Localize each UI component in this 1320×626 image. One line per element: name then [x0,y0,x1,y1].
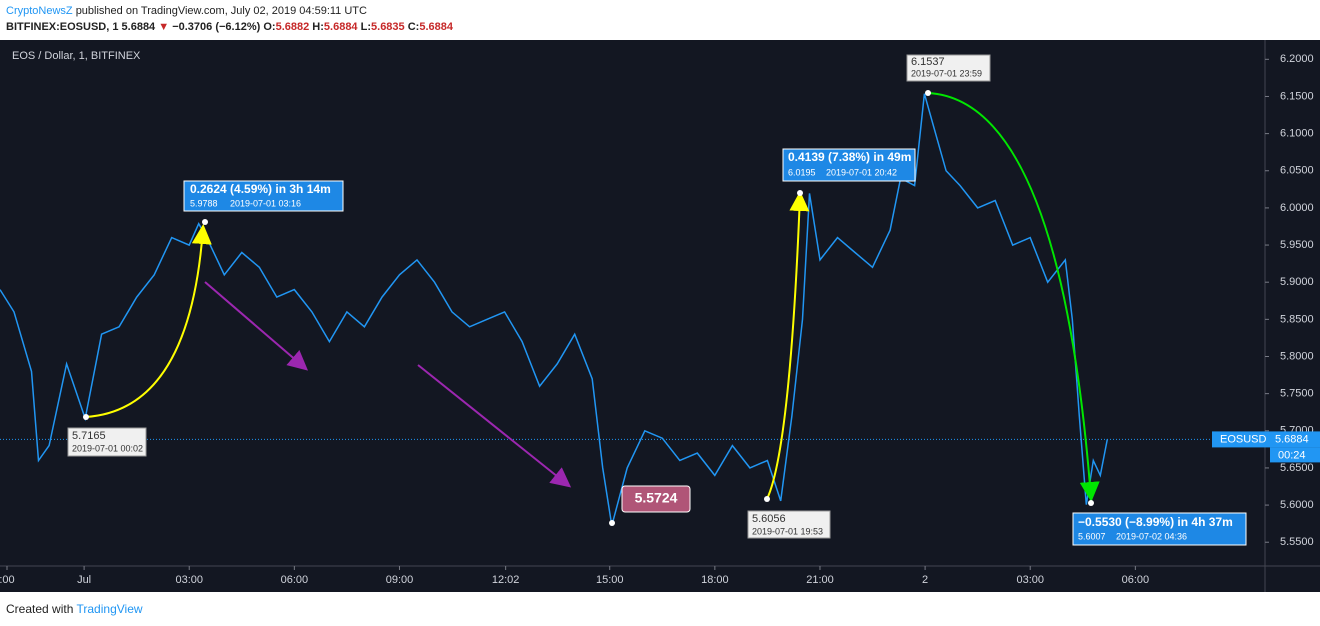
c-label: C: [407,21,420,33]
trend-arrow [204,281,309,371]
curve [927,92,1100,502]
curve [766,191,810,500]
y-tick-label: 6.2000 [1280,53,1314,65]
legend: EOS / Dollar, 1, BITFINEX [12,50,141,62]
annotation: 0.2624 (4.59%) in 3h 14m 5.9788 2019-07-… [183,180,344,225]
annotation-value: 5.9788 [190,198,218,208]
c: 5.6884 [419,21,453,33]
point [764,496,770,502]
annotation-box [1072,512,1247,546]
y-tick-label: 5.8500 [1280,313,1314,325]
x-tick-label: 15:00 [596,574,624,586]
o: 5.6882 [275,21,310,33]
annotation-box [621,485,691,513]
annotation-box [183,180,344,212]
price-badge-value: 5.6884 [1275,433,1309,445]
annotation: 0.4139 (7.38%) in 49m 6.0195 2019-07-01 … [782,148,916,196]
countdown-badge [1270,447,1320,463]
point [797,190,803,196]
footer-text: Created with [6,602,74,616]
footer: Created with TradingView [6,602,143,616]
l-label: L: [360,21,372,33]
price-badge-name: EOSUSD [1220,433,1267,445]
x-tick-label: 03:00 [175,574,203,586]
x-tick-label: 06:00 [1122,574,1150,586]
annotation-box [782,148,916,182]
brand[interactable]: CryptoNewsZ [6,5,73,17]
annotation-value: 6.0195 [788,167,816,177]
annotation-date: 2019-07-01 19:53 [752,526,823,536]
y-tick-label: 5.9500 [1280,239,1314,251]
annotation: 6.1537 2019-07-01 23:59 [906,54,991,96]
y-tick-label: 5.6500 [1280,462,1314,474]
annotation: 5.6056 2019-07-01 19:53 [747,496,831,539]
y-tick-label: 5.5500 [1280,536,1314,548]
point [609,520,615,526]
annotation-value: 5.5724 [635,490,678,506]
annotation-date: 2019-07-02 04:36 [1116,531,1187,541]
last: 5.6884 [121,21,156,33]
published: published on TradingView.com, July 02, 2… [75,5,367,17]
x-tick-label: 12:02 [492,574,520,586]
y-tick-label: 5.6000 [1280,499,1314,511]
annotation-date: 2019-07-01 00:02 [72,443,143,453]
annotation-date: 2019-07-01 20:42 [826,167,897,177]
annotation: 5.7165 2019-07-01 00:02 [67,414,147,457]
annotation-value: 5.6056 [752,513,786,525]
point [83,414,89,420]
y-tick-label: 6.0500 [1280,165,1314,177]
l: 5.6835 [371,21,405,33]
x-tick-label: 06:00 [281,574,309,586]
annotation-box [747,510,831,539]
x-tick-label: :00 [0,574,15,586]
h-label: H: [312,21,324,33]
h: 5.6884 [323,21,358,33]
x-tick-label: 09:00 [386,574,414,586]
x-tick-label: 2 [922,574,928,586]
annotation-value: 5.7165 [72,430,106,442]
header: CryptoNewsZ published on TradingView.com… [6,3,453,35]
point [202,219,208,225]
annotation-change: −0.5530 (−8.99%) in 4h 37m [1078,515,1233,529]
x-tick-label: 18:00 [701,574,729,586]
annotation-value: 6.1537 [911,56,945,68]
point [925,90,931,96]
annotation-date: 2019-07-01 03:16 [230,198,301,208]
x-tick-label: 03:00 [1016,574,1044,586]
y-tick-label: 6.0000 [1280,202,1314,214]
y-tick-label: 5.9000 [1280,276,1314,288]
o-label: O: [263,21,276,33]
annotation-change: 0.2624 (4.59%) in 3h 14m [190,182,331,196]
symbol: BITFINEX:EOSUSD, 1 [6,21,119,33]
annotation: 5.5724 [609,485,691,526]
annotation-box [67,427,147,457]
y-tick-label: 5.8000 [1280,350,1314,362]
y-tick-label: 6.1500 [1280,90,1314,102]
price-badge [1212,431,1320,448]
y-tick-label: 5.7500 [1280,388,1314,400]
countdown: 00:24 [1278,449,1306,461]
x-tick-label: 21:00 [806,574,834,586]
annotation: −0.5530 (−8.99%) in 4h 37m 5.6007 2019-0… [1072,500,1247,546]
change: −0.3706 (−6.12%) [172,21,261,33]
annotation-change: 0.4139 (7.38%) in 49m [788,150,911,164]
footer-brand[interactable]: TradingView [76,602,143,616]
trend-arrow [417,364,572,488]
annotation-value: 5.6007 [1078,531,1106,541]
x-tick-label: Jul [77,574,91,586]
chart: EOS / Dollar, 1, BITFINEX 5.7165 2019-07… [0,40,1320,592]
y-tick-label: 6.1000 [1280,128,1314,140]
point [1088,500,1094,506]
arrow: ▼ [158,21,170,33]
annotation-box [906,54,991,82]
annotation-date: 2019-07-01 23:59 [911,68,982,78]
curve [85,224,212,418]
